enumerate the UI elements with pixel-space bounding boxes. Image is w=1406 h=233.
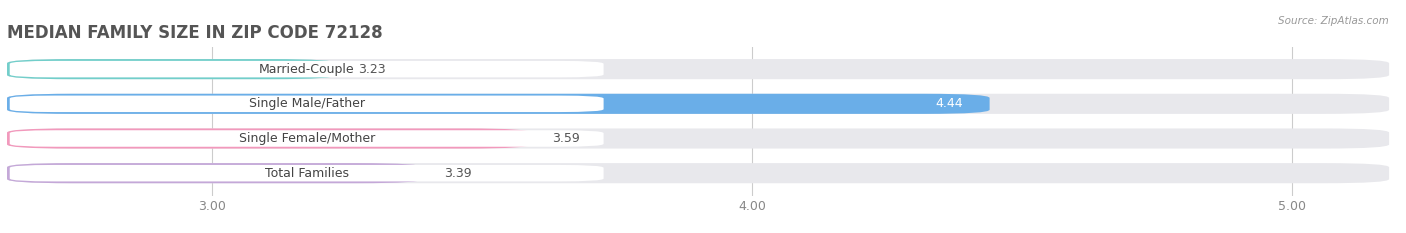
FancyBboxPatch shape (7, 59, 336, 79)
FancyBboxPatch shape (10, 165, 603, 182)
Text: MEDIAN FAMILY SIZE IN ZIP CODE 72128: MEDIAN FAMILY SIZE IN ZIP CODE 72128 (7, 24, 382, 42)
Text: 3.23: 3.23 (359, 63, 385, 76)
FancyBboxPatch shape (7, 163, 1389, 183)
FancyBboxPatch shape (7, 59, 1389, 79)
FancyBboxPatch shape (10, 61, 603, 77)
Text: 3.39: 3.39 (444, 167, 472, 180)
Text: Single Male/Father: Single Male/Father (249, 97, 364, 110)
FancyBboxPatch shape (7, 94, 990, 114)
FancyBboxPatch shape (7, 128, 530, 149)
FancyBboxPatch shape (10, 130, 603, 147)
Text: 4.44: 4.44 (935, 97, 963, 110)
Text: Married-Couple: Married-Couple (259, 63, 354, 76)
FancyBboxPatch shape (7, 163, 423, 183)
FancyBboxPatch shape (7, 128, 1389, 149)
FancyBboxPatch shape (10, 96, 603, 112)
FancyBboxPatch shape (7, 94, 1389, 114)
Text: Single Female/Mother: Single Female/Mother (239, 132, 375, 145)
Text: 3.59: 3.59 (553, 132, 581, 145)
Text: Source: ZipAtlas.com: Source: ZipAtlas.com (1278, 16, 1389, 26)
Text: Total Families: Total Families (264, 167, 349, 180)
